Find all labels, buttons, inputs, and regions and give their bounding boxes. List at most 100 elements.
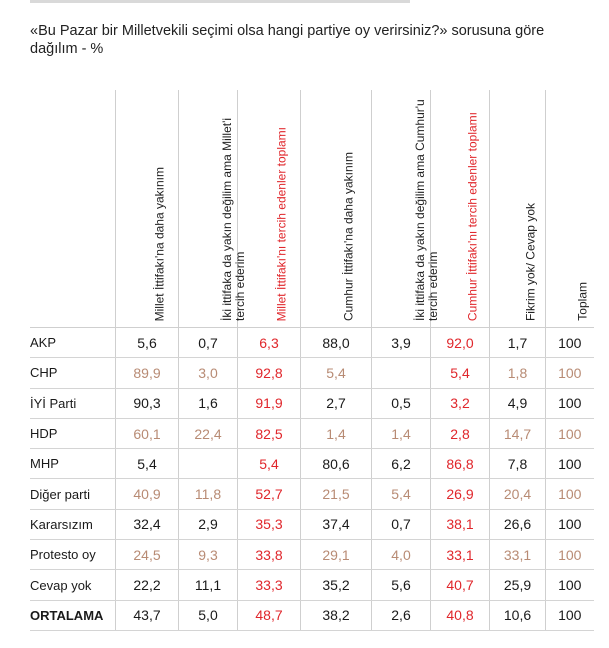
table-cell: 32,4 <box>115 509 179 541</box>
table-cell: 100 <box>545 418 594 450</box>
table-cell: 86,8 <box>430 448 490 480</box>
poll-table: Millet İttifakı'na daha yakınım İki ittif… <box>30 90 594 631</box>
table-cell: 89,9 <box>115 357 179 389</box>
table-cell: 100 <box>545 326 594 359</box>
table-cell: 29,1 <box>300 539 372 571</box>
table-cell: 33,1 <box>430 539 490 571</box>
table-cell: 24,5 <box>115 539 179 571</box>
table-row: CHP 89,9 3,0 92,8 5,4 5,4 1,8 100 <box>30 357 594 389</box>
column-header-label: Cumhur İttifakı'na daha yakınım <box>341 151 356 321</box>
table-cell: 22,4 <box>178 418 238 450</box>
table-cell: 80,6 <box>300 448 372 480</box>
table-cell <box>371 357 431 389</box>
table-cell: 11,8 <box>178 478 238 510</box>
table-cell: 60,1 <box>115 418 179 450</box>
table-row: Kararsızım 32,4 2,9 35,3 37,4 0,7 38,1 26,6 100 <box>30 509 594 541</box>
table-cell: 26,6 <box>489 509 546 541</box>
corner-cell <box>30 90 116 328</box>
row-label: MHP <box>30 448 116 480</box>
table-cell: 0,7 <box>371 509 431 541</box>
table-cell: 20,4 <box>489 478 546 510</box>
column-header-4: Cumhur İttifakı'na daha yakınım <box>300 90 372 328</box>
table-cell: 5,6 <box>115 326 179 359</box>
table-row: MHP 5,4 5,4 80,6 6,2 86,8 7,8 100 <box>30 448 594 480</box>
chart-title: «Bu Pazar bir Milletvekili seçimi olsa h… <box>30 23 545 57</box>
table-cell: 38,2 <box>300 600 372 631</box>
table-cell: 35,3 <box>237 509 301 541</box>
table-cell: 5,4 <box>430 357 490 389</box>
table-cell: 1,8 <box>489 357 546 389</box>
table-cell: 40,9 <box>115 478 179 510</box>
table-cell: 40,8 <box>430 600 490 631</box>
table-cell: 52,7 <box>237 478 301 510</box>
table-cell: 100 <box>545 357 594 389</box>
column-header-label: Millet İttifakı'nı tercih edenler toplam… <box>274 126 289 321</box>
table-row: ORTALAMA 43,7 5,0 48,7 38,2 2,6 40,8 10,6 100 <box>30 600 594 631</box>
table-row: İYİ Parti 90,3 1,6 91,9 2,7 0,5 3,2 4,9 100 <box>30 388 594 419</box>
table-cell: 92,8 <box>237 357 301 389</box>
column-header-label: Cumhur İttifakı'nı tercih edenler toplam… <box>465 111 480 321</box>
table-row: Diğer parti 40,9 11,8 52,7 21,5 5,4 26,9 20,4 10… <box>30 478 594 510</box>
table-cell: 43,7 <box>115 600 179 631</box>
table-cell: 14,7 <box>489 418 546 450</box>
table-cell: 22,2 <box>115 569 179 601</box>
table-row: HDP 60,1 22,4 82,5 1,4 1,4 2,8 14,7 100 <box>30 418 594 450</box>
table-cell: 2,8 <box>430 418 490 450</box>
column-header-label: Millet İttifakı'na daha yakınım <box>152 166 167 321</box>
table-row: Protesto oy 24,5 9,3 33,8 29,1 4,0 33,1 33,1 100 <box>30 539 594 571</box>
table-cell: 1,4 <box>371 418 431 450</box>
table-cell: 5,4 <box>237 448 301 480</box>
table-cell: 2,9 <box>178 509 238 541</box>
table-cell: 5,6 <box>371 569 431 601</box>
table-cell: 5,0 <box>178 600 238 631</box>
table-cell: 88,0 <box>300 326 372 359</box>
table-cell <box>178 448 238 480</box>
table-body: AKP 5,6 0,7 6,3 88,0 3,9 92,0 1,7 100 CHP 89,9 3,0 9… <box>30 326 594 631</box>
column-header-5: İki ittifaka da yakın değilim ama Cumhur… <box>371 90 440 328</box>
table-cell: 6,3 <box>237 326 301 359</box>
table-cell: 38,1 <box>430 509 490 541</box>
table-cell: 4,0 <box>371 539 431 571</box>
table-cell: 6,2 <box>371 448 431 480</box>
table-row: AKP 5,6 0,7 6,3 88,0 3,9 92,0 1,7 100 <box>30 326 594 359</box>
table-cell: 1,6 <box>178 388 238 419</box>
table-cell: 100 <box>545 539 594 571</box>
table-cell: 5,4 <box>300 357 372 389</box>
column-header-8: Toplam <box>545 90 594 328</box>
table-cell: 91,9 <box>237 388 301 419</box>
table-cell: 7,8 <box>489 448 546 480</box>
table-cell: 2,7 <box>300 388 372 419</box>
table-cell: 10,6 <box>489 600 546 631</box>
table-cell: 100 <box>545 478 594 510</box>
column-header-7: Fikrim yok/ Cevap yok <box>489 90 546 328</box>
column-header-label: Fikrim yok/ Cevap yok <box>523 202 537 321</box>
table-cell: 100 <box>545 509 594 541</box>
table-cell: 90,3 <box>115 388 179 419</box>
column-header-row: Millet İttifakı'na daha yakınım İki ittif… <box>30 90 594 328</box>
row-label: HDP <box>30 418 116 450</box>
table-cell: 11,1 <box>178 569 238 601</box>
table-cell: 48,7 <box>237 600 301 631</box>
table-cell: 3,0 <box>178 357 238 389</box>
table-cell: 4,9 <box>489 388 546 419</box>
row-label: AKP <box>30 326 116 359</box>
table-cell: 3,9 <box>371 326 431 359</box>
column-header-6: Cumhur İttifakı'nı tercih edenler toplam… <box>430 90 490 328</box>
table-cell: 37,4 <box>300 509 372 541</box>
column-header-3: Millet İttifakı'nı tercih edenler toplam… <box>237 90 301 328</box>
table-cell: 92,0 <box>430 326 490 359</box>
table-cell: 1,7 <box>489 326 546 359</box>
table-cell: 5,4 <box>115 448 179 480</box>
row-label: ORTALAMA <box>30 600 116 631</box>
table-row: Cevap yok 22,2 11,1 33,3 35,2 5,6 40,7 25,9 100 <box>30 569 594 601</box>
table-cell: 25,9 <box>489 569 546 601</box>
table-cell: 1,4 <box>300 418 372 450</box>
table-cell: 21,5 <box>300 478 372 510</box>
row-label: İYİ Parti <box>30 388 116 419</box>
table-cell: 35,2 <box>300 569 372 601</box>
table-cell: 33,8 <box>237 539 301 571</box>
row-label: Protesto oy <box>30 539 116 571</box>
column-header-2: İki ittifaka da yakın değilim ama Millet… <box>178 90 247 328</box>
row-label: Diğer parti <box>30 478 116 510</box>
column-header-1: Millet İttifakı'na daha yakınım <box>115 90 179 328</box>
